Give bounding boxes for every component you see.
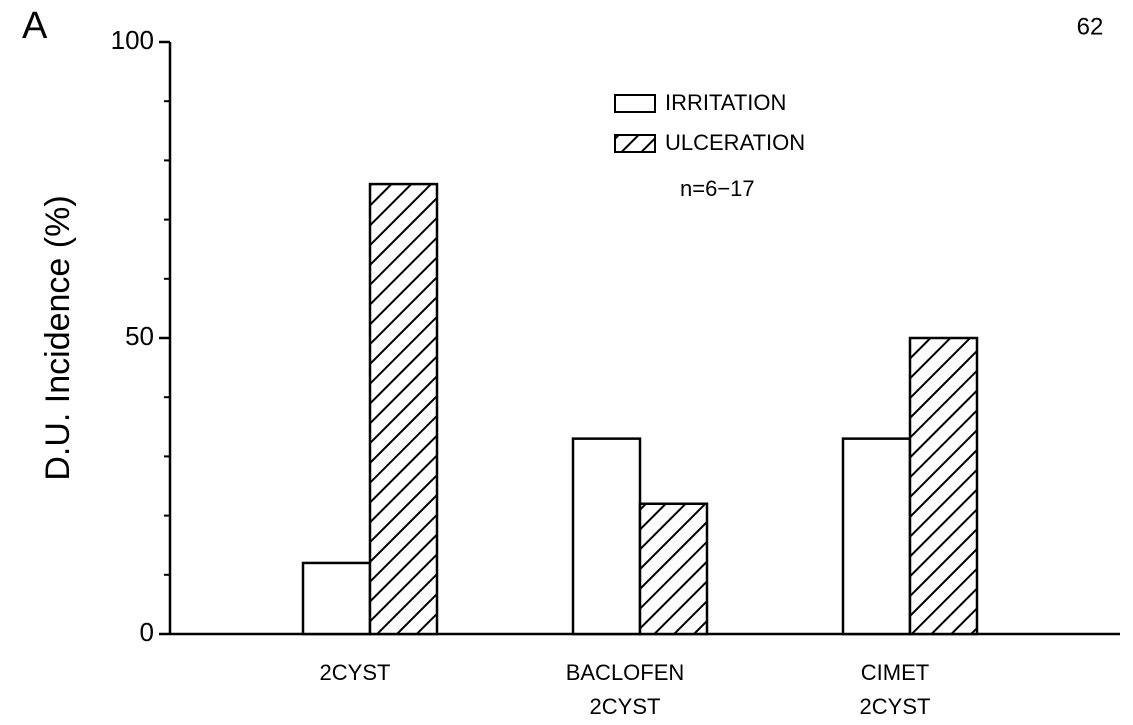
- x-tick-label: CIMET 2CYST: [860, 660, 931, 719]
- panel-label: A: [22, 5, 48, 47]
- y-tick-label: 0: [140, 617, 154, 647]
- legend-swatch: [614, 134, 656, 153]
- x-tick-line: 2CYST: [860, 694, 931, 719]
- x-tick-label: BACLOFEN 2CYST: [566, 660, 685, 719]
- legend-label: IRRITATION: [665, 90, 786, 115]
- bar: [571, 437, 642, 636]
- bar: [638, 502, 709, 636]
- bar: [301, 561, 372, 636]
- legend-swatch: [614, 94, 656, 113]
- bar: [841, 437, 912, 636]
- bar: [908, 336, 979, 636]
- y-axis-label: D.U. Incidence (%): [39, 195, 77, 480]
- x-tick-line: BACLOFEN: [566, 660, 685, 685]
- legend-label: ULCERATION: [665, 130, 805, 155]
- y-tick-label: 50: [125, 321, 154, 351]
- page-number: 62: [1077, 13, 1104, 40]
- annotation: n=6−17: [680, 176, 755, 201]
- x-tick-line: CIMET: [861, 660, 929, 685]
- x-tick-line: 2CYST: [590, 694, 661, 719]
- x-tick-label: 2CYST: [320, 660, 391, 685]
- y-tick-label: 100: [111, 25, 154, 55]
- bar: [368, 182, 439, 636]
- x-tick-line: 2CYST: [320, 660, 391, 685]
